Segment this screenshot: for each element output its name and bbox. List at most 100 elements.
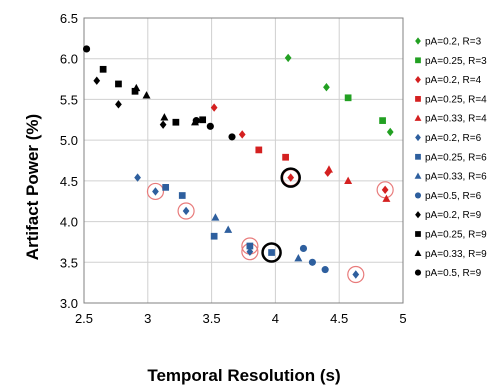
plot-area-frame xyxy=(83,17,404,304)
highlight-circles xyxy=(146,167,394,284)
legend-entry-label: pA=0.25, R=4 xyxy=(425,94,487,105)
data-points xyxy=(82,45,394,279)
data-point xyxy=(325,165,333,173)
data-point xyxy=(131,87,139,95)
legend-entry-label: pA=0.2, R=3 xyxy=(425,37,482,48)
data-point xyxy=(178,192,186,199)
x-axis-title: Temporal Resolution (s) xyxy=(147,366,340,385)
data-point xyxy=(287,173,295,182)
legend-entry-label: pA=0.25, R=6 xyxy=(425,152,487,163)
data-point xyxy=(294,254,303,262)
highlight-black-circle xyxy=(280,167,301,188)
data-point xyxy=(162,184,170,191)
data-point xyxy=(352,270,360,279)
data-point xyxy=(224,225,233,233)
data-point xyxy=(134,173,141,182)
data-point xyxy=(99,65,107,73)
data-point xyxy=(308,258,316,266)
legend-marker-icon xyxy=(415,153,421,160)
legend-marker-icon xyxy=(414,269,422,276)
legend-entry-label: pA=0.5, R=6 xyxy=(425,191,482,202)
legend-marker-icon xyxy=(415,37,421,45)
x-tick-label: 3.5 xyxy=(203,311,221,326)
data-point xyxy=(182,206,190,216)
y-tick-label: 5.0 xyxy=(60,133,78,148)
data-point xyxy=(255,146,263,154)
data-point xyxy=(284,53,292,63)
highlight-red-circle xyxy=(177,202,195,220)
data-point xyxy=(192,117,200,125)
legend: pA=0.2, R=3 pA=0.25, R=3 pA=0.2, R=4 pA=0.2… xyxy=(414,37,487,279)
data-point xyxy=(210,103,218,112)
data-point xyxy=(268,249,275,256)
data-point xyxy=(210,232,218,240)
y-axis-title: Artifact Power (%) xyxy=(23,114,42,260)
x-tick-label: 5 xyxy=(399,311,406,326)
legend-entry-label: pA=0.2, R=6 xyxy=(425,133,482,144)
legend-entry-label: pA=0.33, R=9 xyxy=(425,249,487,260)
legend-entry-label: pA=0.2, R=4 xyxy=(425,75,482,86)
legend-marker-icon xyxy=(415,231,421,237)
highlight-red-circle xyxy=(146,182,165,201)
data-point xyxy=(344,94,352,102)
data-point xyxy=(132,83,141,92)
data-point xyxy=(115,80,122,88)
legend-marker-icon xyxy=(415,133,421,142)
data-point xyxy=(159,120,167,129)
legend-entry-label: pA=0.5, R=9 xyxy=(425,268,482,279)
legend-entry-label: pA=0.33, R=6 xyxy=(425,172,487,183)
data-point xyxy=(238,130,246,139)
y-axis-tick-labels: 3.0 3.5 4.0 4.5 5.0 5.5 6.0 6.5 xyxy=(60,11,78,311)
data-point xyxy=(228,133,236,141)
legend-entry-label: pA=0.33, R=4 xyxy=(425,114,487,125)
data-point xyxy=(160,113,169,121)
data-point xyxy=(382,194,391,202)
y-tick-label: 6.0 xyxy=(60,52,78,67)
x-tick-label: 3 xyxy=(144,311,151,326)
y-tick-label: 6.5 xyxy=(60,11,78,26)
legend-entry-label: pA=0.2, R=9 xyxy=(425,210,482,221)
highlight-red-circle xyxy=(347,265,365,284)
x-axis-tick-labels: 2.5 3 3.5 4 4.5 5 xyxy=(75,311,407,326)
y-tick-label: 4.0 xyxy=(60,215,78,230)
data-point xyxy=(246,247,254,256)
legend-marker-icon xyxy=(415,57,421,64)
legend-marker-icon xyxy=(414,114,422,121)
data-point xyxy=(172,118,180,126)
x-tick-label: 4 xyxy=(272,311,279,326)
data-point xyxy=(142,91,151,99)
data-point xyxy=(246,242,254,250)
legend-marker-icon xyxy=(414,192,422,199)
data-point xyxy=(381,185,389,195)
legend-marker-icon xyxy=(415,76,421,84)
y-tick-label: 5.5 xyxy=(60,92,78,107)
y-tick-label: 3.5 xyxy=(60,255,78,270)
data-point xyxy=(199,116,207,124)
data-point xyxy=(115,100,122,109)
data-point xyxy=(321,266,329,274)
data-point xyxy=(299,244,308,253)
data-point xyxy=(379,117,386,124)
legend-marker-icon xyxy=(415,211,421,219)
x-tick-label: 2.5 xyxy=(75,311,93,326)
data-point xyxy=(323,83,330,92)
legend-entry-label: pA=0.25, R=9 xyxy=(425,230,487,241)
data-point xyxy=(386,127,394,137)
legend-marker-icon xyxy=(414,172,422,179)
data-point xyxy=(344,176,353,185)
y-tick-label: 3.0 xyxy=(60,296,78,311)
x-tick-label: 4.5 xyxy=(330,311,348,326)
data-point xyxy=(206,122,214,130)
gridlines xyxy=(83,17,404,304)
data-point xyxy=(282,153,289,161)
data-point xyxy=(211,213,220,221)
data-point xyxy=(82,45,91,53)
highlight-black-circle xyxy=(261,242,282,263)
data-point xyxy=(93,76,101,85)
legend-entry-label: pA=0.25, R=3 xyxy=(425,56,487,67)
data-point xyxy=(152,187,159,196)
y-tick-label: 4.5 xyxy=(60,174,78,189)
legend-marker-icon xyxy=(414,249,422,256)
legend-marker-icon xyxy=(415,96,421,102)
